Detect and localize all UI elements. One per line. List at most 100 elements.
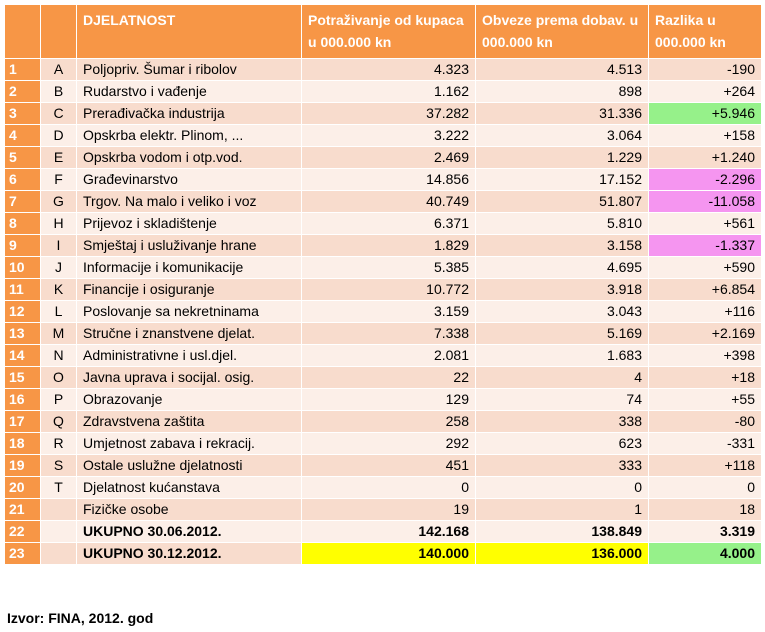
row-number: 4 [4,124,41,147]
row-number: 1 [4,58,41,81]
row-code: B [40,80,77,103]
row-code: S [40,454,77,477]
row-activity: Ostale uslužne djelatnosti [76,454,302,477]
row-code: H [40,212,77,235]
row-receivables: 22 [301,366,476,389]
row-number: 23 [4,542,41,565]
table-row: 4 D Opskrba elektr. Plinom, ... 3.222 3.064 +… [4,124,762,147]
row-receivables: 0 [301,476,476,499]
table-row: 15 O Javna uprava i socijal. osig. 22 4 +18 [4,366,762,389]
row-difference: +6.854 [648,278,762,301]
row-code: G [40,190,77,213]
table-row: 11 K Financije i osiguranje 10.772 3.918 +6.8… [4,278,762,301]
row-difference: -80 [648,410,762,433]
row-difference: +398 [648,344,762,367]
row-liabilities: 3.043 [475,300,649,323]
row-number: 17 [4,410,41,433]
row-receivables: 451 [301,454,476,477]
row-receivables: 40.749 [301,190,476,213]
row-activity: Umjetnost zabava i rekracij. [76,432,302,455]
row-receivables: 2.469 [301,146,476,169]
table-row: 23 UKUPNO 30.12.2012. 140.000 136.000 4.000 [4,542,762,565]
header-liabilities: Obveze prema dobav. u 000.000 kn [475,4,649,59]
row-activity: Smještaj i usluživanje hrane [76,234,302,257]
row-activity: Obrazovanje [76,388,302,411]
row-code: A [40,58,77,81]
table-row: 16 P Obrazovanje 129 74 +55 [4,388,762,411]
row-liabilities: 31.336 [475,102,649,125]
row-code [40,542,77,565]
header-receivables: Potraživanje od kupaca u 000.000 kn [301,4,476,59]
source-note: Izvor: FINA, 2012. god [7,610,154,626]
table-row: 2 B Rudarstvo i vađenje 1.162 898 +264 [4,80,762,103]
row-code [40,498,77,521]
row-activity: UKUPNO 30.06.2012. [76,520,302,543]
row-difference: +18 [648,366,762,389]
row-activity: Poslovanje sa nekretninama [76,300,302,323]
row-difference: -190 [648,58,762,81]
row-liabilities: 898 [475,80,649,103]
table-row: 12 L Poslovanje sa nekretninama 3.159 3.043 +… [4,300,762,323]
row-difference: 0 [648,476,762,499]
row-activity: Djelatnost kućanstava [76,476,302,499]
table-row: 10 J Informacije i komunikacije 5.385 4.695 +… [4,256,762,279]
row-activity: Opskrba vodom i otp.vod. [76,146,302,169]
row-difference: +561 [648,212,762,235]
row-liabilities: 0 [475,476,649,499]
row-liabilities: 4.695 [475,256,649,279]
row-code: Q [40,410,77,433]
row-receivables: 292 [301,432,476,455]
row-activity: Prijevoz i skladištenje [76,212,302,235]
row-activity: Informacije i komunikacije [76,256,302,279]
row-liabilities: 74 [475,388,649,411]
table-row: 1 A Poljopriv. Šumar i ribolov 4.323 4.513 -1… [4,58,762,81]
row-liabilities: 4 [475,366,649,389]
row-activity: Trgov. Na malo i veliko i voz [76,190,302,213]
row-liabilities: 138.849 [475,520,649,543]
row-liabilities: 5.169 [475,322,649,345]
row-liabilities: 17.152 [475,168,649,191]
row-activity: Prerađivačka industrija [76,102,302,125]
row-receivables: 258 [301,410,476,433]
row-receivables: 10.772 [301,278,476,301]
row-activity: Rudarstvo i vađenje [76,80,302,103]
row-receivables: 37.282 [301,102,476,125]
row-activity: Opskrba elektr. Plinom, ... [76,124,302,147]
table-row: 5 E Opskrba vodom i otp.vod. 2.469 1.229 +1.2… [4,146,762,169]
row-activity: Poljopriv. Šumar i ribolov [76,58,302,81]
row-code: K [40,278,77,301]
table-row: 7 G Trgov. Na malo i veliko i voz 40.749 51.… [4,190,762,213]
row-code: P [40,388,77,411]
header-num [4,4,41,59]
table-row: 9 I Smještaj i usluživanje hrane 1.829 3.158… [4,234,762,257]
row-liabilities: 51.807 [475,190,649,213]
row-difference: +264 [648,80,762,103]
row-liabilities: 3.064 [475,124,649,147]
row-number: 18 [4,432,41,455]
row-liabilities: 5.810 [475,212,649,235]
row-liabilities: 136.000 [475,542,649,565]
row-difference: +116 [648,300,762,323]
activity-table: DJELATNOST Potraživanje od kupaca u 000.… [4,4,762,565]
row-activity: Administrativne i usl.djel. [76,344,302,367]
row-liabilities: 623 [475,432,649,455]
row-number: 14 [4,344,41,367]
row-liabilities: 3.918 [475,278,649,301]
row-receivables: 140.000 [301,542,476,565]
row-difference: +1.240 [648,146,762,169]
row-liabilities: 1 [475,498,649,521]
row-difference: 4.000 [648,542,762,565]
row-difference: -331 [648,432,762,455]
row-code: F [40,168,77,191]
row-code: T [40,476,77,499]
row-activity: Stručne i znanstvene djelat. [76,322,302,345]
row-liabilities: 3.158 [475,234,649,257]
row-receivables: 142.168 [301,520,476,543]
row-liabilities: 1.683 [475,344,649,367]
row-receivables: 5.385 [301,256,476,279]
row-number: 16 [4,388,41,411]
header-difference: Razlika u 000.000 kn [648,4,762,59]
row-difference: +2.169 [648,322,762,345]
table-row: 17 Q Zdravstvena zaštita 258 338 -80 [4,410,762,433]
header-activity: DJELATNOST [76,4,302,59]
